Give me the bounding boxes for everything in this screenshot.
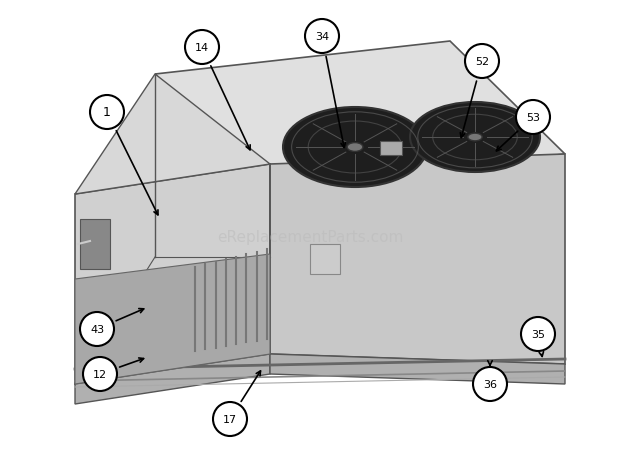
Text: 14: 14 — [195, 43, 209, 53]
Polygon shape — [270, 155, 565, 364]
Polygon shape — [75, 254, 270, 384]
Circle shape — [465, 45, 499, 79]
Text: 17: 17 — [223, 414, 237, 424]
Polygon shape — [155, 42, 565, 187]
Ellipse shape — [347, 143, 363, 152]
Ellipse shape — [468, 134, 482, 142]
Circle shape — [305, 20, 339, 54]
Text: 35: 35 — [531, 329, 545, 339]
Text: 34: 34 — [315, 32, 329, 42]
Polygon shape — [75, 354, 270, 404]
Polygon shape — [270, 354, 565, 384]
Circle shape — [90, 96, 124, 130]
Circle shape — [521, 317, 555, 351]
Bar — [310, 244, 340, 274]
Polygon shape — [75, 75, 270, 195]
Circle shape — [473, 367, 507, 401]
Bar — [380, 142, 402, 156]
Ellipse shape — [410, 103, 540, 172]
Text: 12: 12 — [93, 369, 107, 379]
Text: eReplacementParts.com: eReplacementParts.com — [217, 229, 403, 244]
Text: 52: 52 — [475, 57, 489, 67]
Ellipse shape — [283, 108, 427, 187]
Polygon shape — [75, 165, 270, 384]
Text: 36: 36 — [483, 379, 497, 389]
Bar — [80, 219, 110, 269]
Circle shape — [83, 357, 117, 391]
Circle shape — [213, 402, 247, 436]
Circle shape — [80, 312, 114, 346]
Circle shape — [516, 101, 550, 135]
Circle shape — [185, 31, 219, 65]
Text: 1: 1 — [103, 106, 111, 119]
Text: 53: 53 — [526, 113, 540, 123]
Text: 43: 43 — [90, 324, 104, 334]
